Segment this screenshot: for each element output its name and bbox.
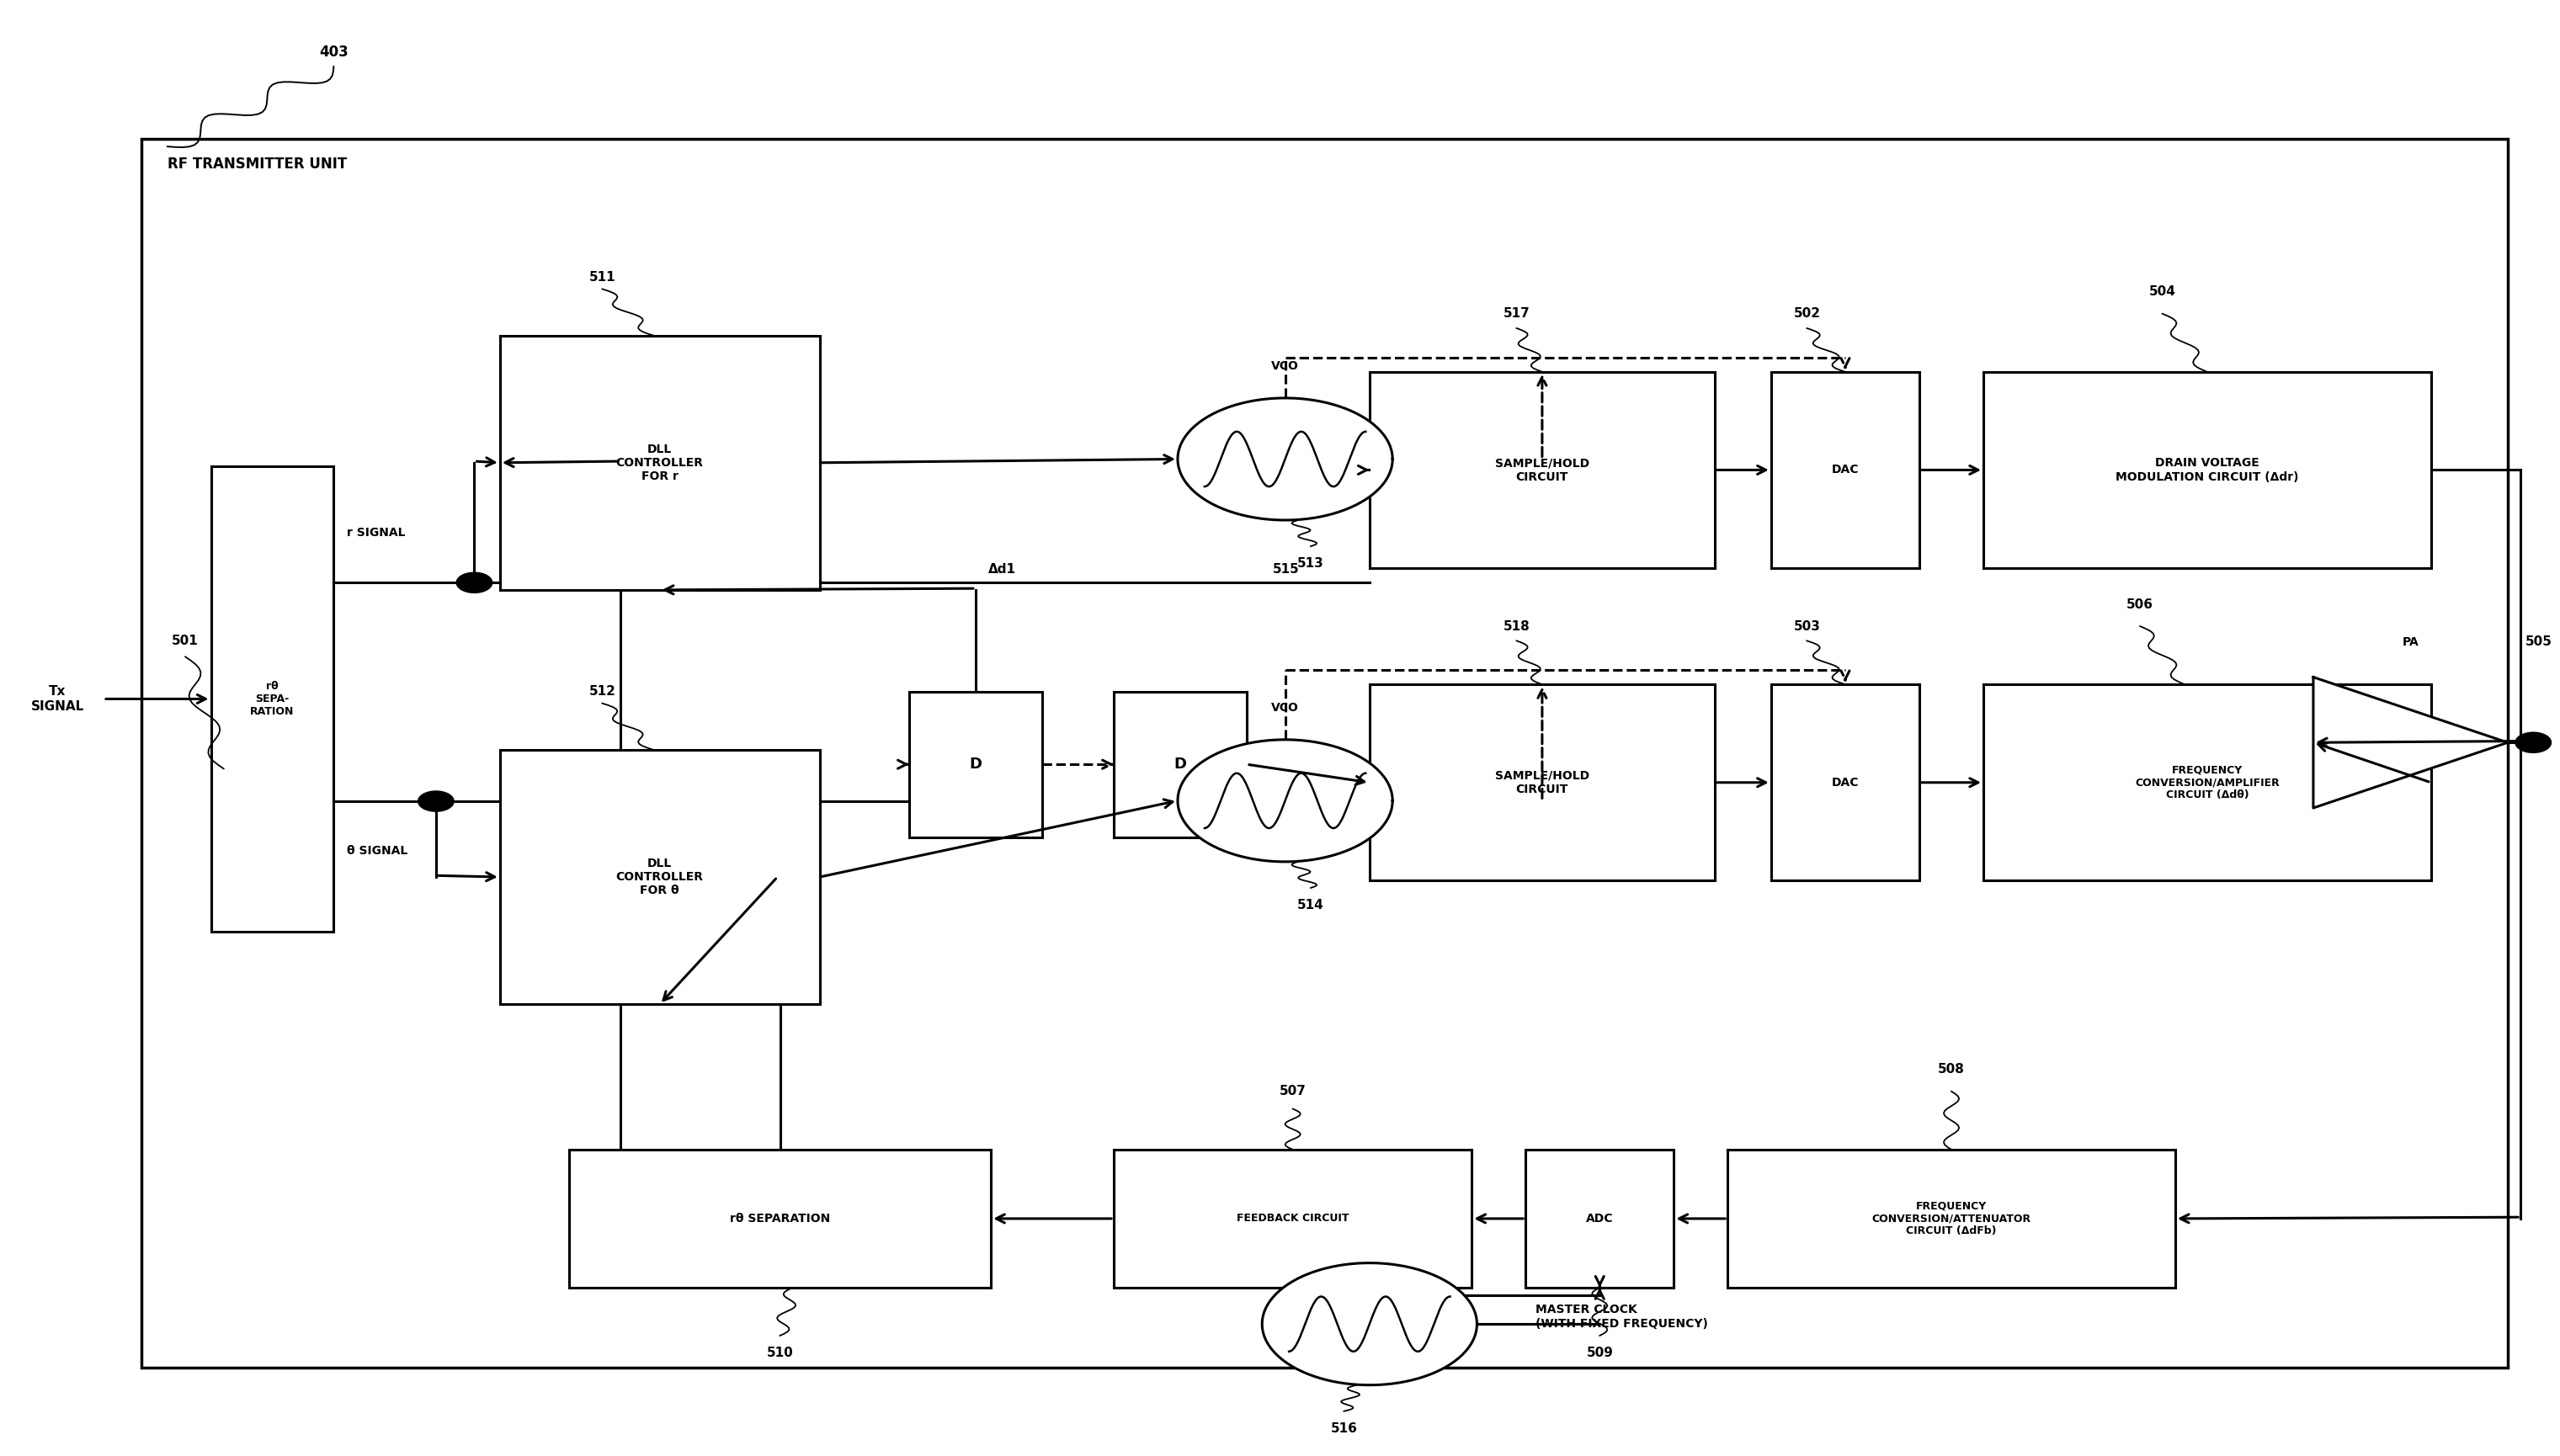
Text: r SIGNAL: r SIGNAL bbox=[346, 527, 404, 539]
Text: 501: 501 bbox=[172, 635, 200, 646]
Text: 510: 510 bbox=[765, 1347, 794, 1360]
FancyBboxPatch shape bbox=[1114, 1150, 1472, 1287]
FancyBboxPatch shape bbox=[1370, 371, 1715, 568]
Text: SAMPLE/HOLD
CIRCUIT: SAMPLE/HOLD CIRCUIT bbox=[1495, 770, 1590, 795]
FancyBboxPatch shape bbox=[909, 692, 1042, 837]
Text: rθ
SEPA-
RATION: rθ SEPA- RATION bbox=[251, 681, 294, 716]
Text: 502: 502 bbox=[1795, 307, 1820, 320]
Text: 514: 514 bbox=[1298, 898, 1324, 911]
Text: 518: 518 bbox=[1503, 620, 1531, 632]
Text: 516: 516 bbox=[1331, 1423, 1357, 1436]
Text: FEEDBACK CIRCUIT: FEEDBACK CIRCUIT bbox=[1236, 1213, 1349, 1224]
Text: ADC: ADC bbox=[1587, 1213, 1613, 1224]
Text: 403: 403 bbox=[320, 45, 348, 60]
FancyBboxPatch shape bbox=[568, 1150, 991, 1287]
Text: DRAIN VOLTAGE
MODULATION CIRCUIT (Δdr): DRAIN VOLTAGE MODULATION CIRCUIT (Δdr) bbox=[2115, 457, 2299, 483]
FancyBboxPatch shape bbox=[141, 140, 2509, 1367]
FancyBboxPatch shape bbox=[499, 335, 819, 590]
Text: 506: 506 bbox=[2127, 598, 2153, 610]
Text: rθ SEPARATION: rθ SEPARATION bbox=[730, 1213, 829, 1224]
Text: 503: 503 bbox=[1795, 620, 1820, 632]
Text: 517: 517 bbox=[1503, 307, 1531, 320]
Text: FREQUENCY
CONVERSION/ATTENUATOR
CIRCUIT (ΔdFb): FREQUENCY CONVERSION/ATTENUATOR CIRCUIT … bbox=[1871, 1201, 2030, 1236]
Text: DAC: DAC bbox=[1830, 776, 1859, 788]
Text: 508: 508 bbox=[1938, 1063, 1966, 1076]
Text: PA: PA bbox=[2401, 636, 2419, 648]
Text: 505: 505 bbox=[2524, 635, 2552, 648]
Text: 515: 515 bbox=[1272, 562, 1298, 575]
Polygon shape bbox=[1178, 397, 1393, 520]
Text: DLL
CONTROLLER
FOR r: DLL CONTROLLER FOR r bbox=[617, 443, 704, 482]
Polygon shape bbox=[2314, 677, 2509, 808]
Text: DAC: DAC bbox=[1830, 464, 1859, 476]
Text: D: D bbox=[1175, 757, 1188, 772]
FancyBboxPatch shape bbox=[1984, 684, 2432, 881]
Text: SAMPLE/HOLD
CIRCUIT: SAMPLE/HOLD CIRCUIT bbox=[1495, 457, 1590, 483]
Text: 509: 509 bbox=[1587, 1347, 1613, 1360]
Text: 511: 511 bbox=[589, 271, 614, 284]
Text: MASTER CLOCK
(WITH FIXED FREQUENCY): MASTER CLOCK (WITH FIXED FREQUENCY) bbox=[1536, 1305, 1708, 1329]
FancyBboxPatch shape bbox=[1984, 371, 2432, 568]
Text: 504: 504 bbox=[2148, 285, 2176, 298]
FancyBboxPatch shape bbox=[1728, 1150, 2176, 1287]
FancyBboxPatch shape bbox=[499, 750, 819, 1005]
FancyBboxPatch shape bbox=[1772, 684, 1920, 881]
Text: 512: 512 bbox=[589, 686, 614, 697]
FancyBboxPatch shape bbox=[210, 466, 333, 932]
Circle shape bbox=[417, 791, 453, 811]
FancyBboxPatch shape bbox=[1114, 692, 1247, 837]
Text: Tx
SIGNAL: Tx SIGNAL bbox=[31, 686, 84, 712]
Text: RF TRANSMITTER UNIT: RF TRANSMITTER UNIT bbox=[166, 156, 348, 172]
FancyBboxPatch shape bbox=[1526, 1150, 1674, 1287]
Polygon shape bbox=[1178, 740, 1393, 862]
Text: 513: 513 bbox=[1298, 558, 1324, 571]
Circle shape bbox=[2516, 732, 2552, 753]
Text: FREQUENCY
CONVERSION/AMPLIFIER
CIRCUIT (Δdθ): FREQUENCY CONVERSION/AMPLIFIER CIRCUIT (… bbox=[2135, 764, 2278, 801]
Text: θ SIGNAL: θ SIGNAL bbox=[346, 844, 407, 856]
Text: Δd1: Δd1 bbox=[988, 562, 1016, 575]
Text: DLL
CONTROLLER
FOR θ: DLL CONTROLLER FOR θ bbox=[617, 858, 704, 897]
Text: 507: 507 bbox=[1280, 1085, 1306, 1098]
FancyBboxPatch shape bbox=[1370, 684, 1715, 881]
FancyBboxPatch shape bbox=[1772, 371, 1920, 568]
Text: VCO: VCO bbox=[1272, 702, 1298, 713]
Text: VCO: VCO bbox=[1272, 360, 1298, 371]
Text: D: D bbox=[970, 757, 983, 772]
Circle shape bbox=[456, 572, 492, 593]
Polygon shape bbox=[1262, 1262, 1477, 1385]
